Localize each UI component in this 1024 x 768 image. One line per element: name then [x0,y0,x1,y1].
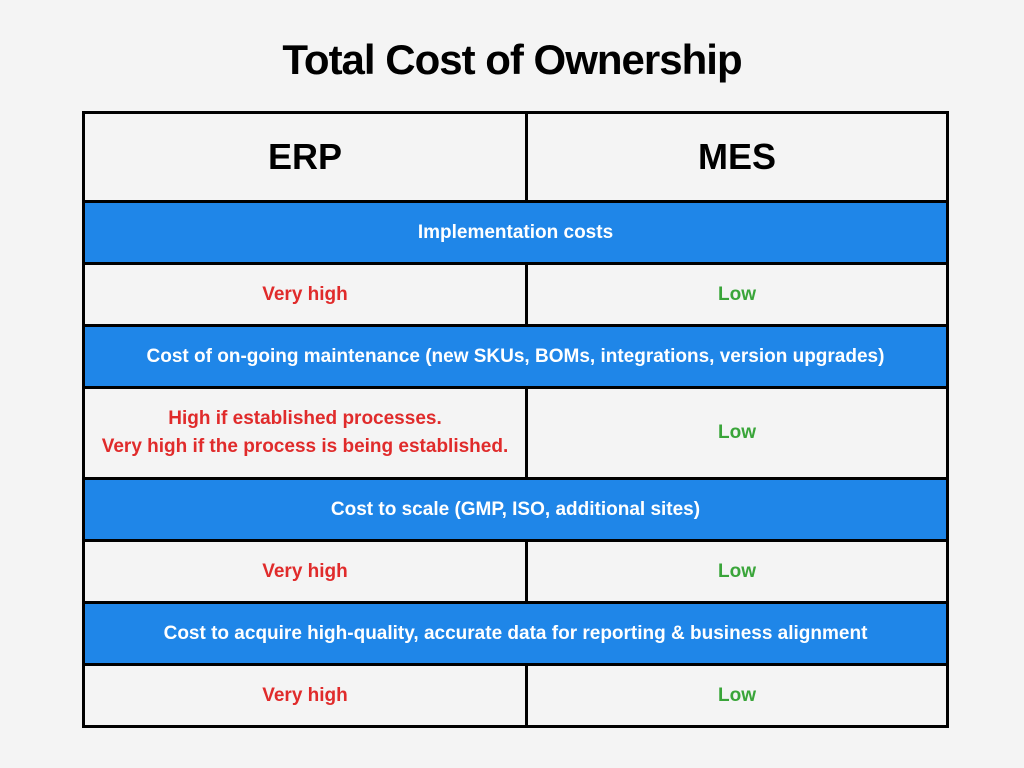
section-label: Implementation costs [82,200,949,265]
section-row: Cost to acquire high-quality, accurate d… [82,601,949,666]
erp-value: Very high [82,663,528,728]
header-row: ERP MES [82,111,949,203]
value-row: Very high Low [82,539,949,604]
section-row: Cost to scale (GMP, ISO, additional site… [82,477,949,542]
erp-value: Very high [82,539,528,604]
value-row: High if established processes. Very high… [82,386,949,480]
erp-value-line: Very high if the process is being establ… [101,436,509,457]
erp-value-line: Very high [262,560,348,582]
section-label: Cost of on-going maintenance (new SKUs, … [82,324,949,389]
value-row: Very high Low [82,663,949,728]
mes-value: Low [525,262,949,327]
page-title: Total Cost of Ownership [282,36,742,83]
erp-value: High if established processes. Very high… [82,386,528,480]
erp-value-line: High if established processes. [168,408,442,429]
mes-value: Low [525,386,949,480]
tco-comparison-table: ERP MES Implementation costs Very high L… [82,111,949,728]
section-row: Cost of on-going maintenance (new SKUs, … [82,324,949,389]
section-row: Implementation costs [82,200,949,265]
erp-value-line: Very high [262,684,348,706]
value-row: Very high Low [82,262,949,327]
mes-value: Low [525,539,949,604]
erp-value: Very high [82,262,528,327]
section-label: Cost to scale (GMP, ISO, additional site… [82,477,949,542]
column-header-mes: MES [525,111,949,203]
section-label: Cost to acquire high-quality, accurate d… [82,601,949,666]
column-header-erp: ERP [82,111,528,203]
mes-value: Low [525,663,949,728]
erp-value-line: Very high [262,283,348,305]
